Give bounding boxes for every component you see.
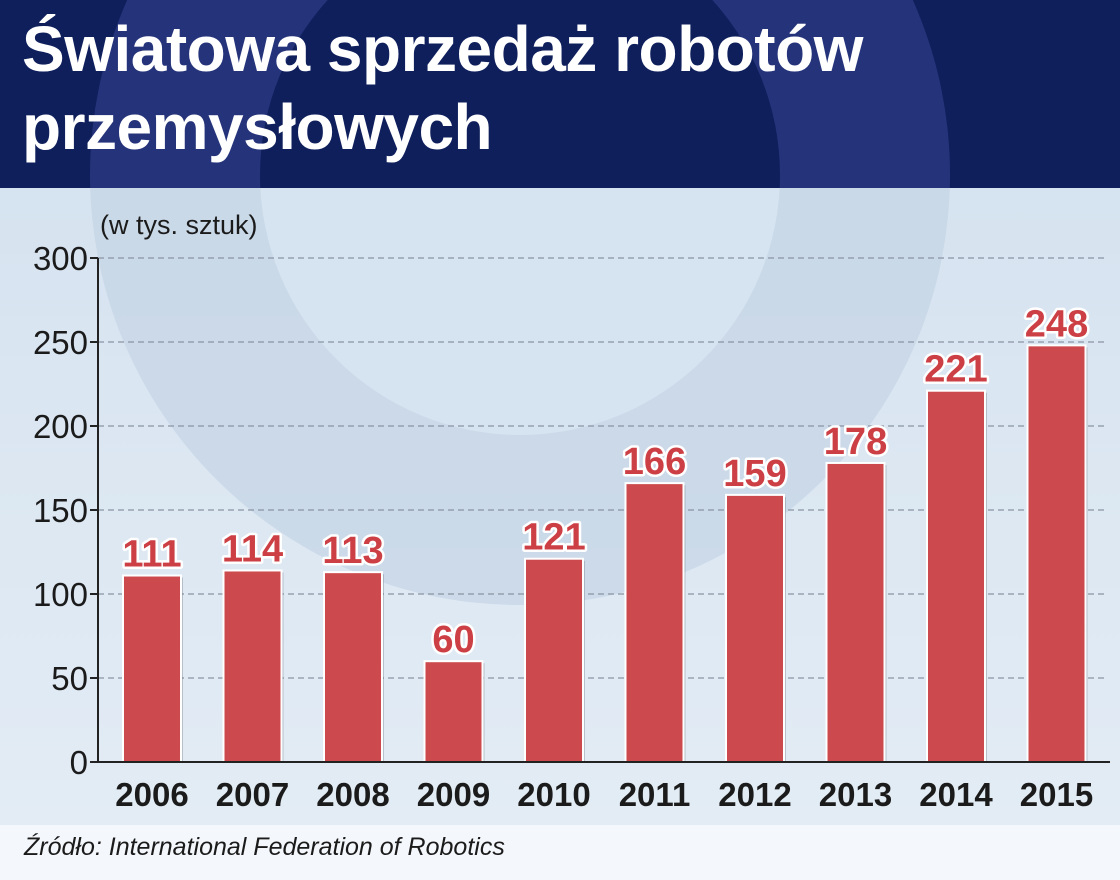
bar-value-label: 159 <box>723 453 786 495</box>
bar <box>122 574 182 764</box>
bar-value-label: 60 <box>432 619 474 661</box>
x-tick-label: 2012 <box>718 776 791 813</box>
y-tick-label: 200 <box>33 408 88 445</box>
bar-value-label: 166 <box>623 441 686 483</box>
x-tick-label: 2006 <box>115 776 188 813</box>
x-tick-label: 2007 <box>216 776 289 813</box>
x-tick-label: 2009 <box>417 776 490 813</box>
source-bar <box>0 825 1120 880</box>
y-tick-label: 0 <box>70 744 88 781</box>
bar <box>624 482 685 763</box>
source-note: Źródło: International Federation of Robo… <box>24 833 505 861</box>
page-title: Światowa sprzedaż robotów przemysłowych <box>22 10 863 166</box>
y-tick-label: 100 <box>33 576 88 613</box>
labels: 0 50 100 150 200 250 300 111 2006 114 2007 113 2008 6… <box>33 240 1093 813</box>
grid-lines <box>98 257 1105 679</box>
header: Światowa sprzedaż robotów przemysłowych <box>0 0 1120 188</box>
bar <box>524 557 584 763</box>
y-tick-label: 50 <box>51 660 88 697</box>
bar-value-label: 121 <box>522 517 585 559</box>
y-tick-label: 150 <box>33 492 88 529</box>
y-axis-unit-label: (w tys. sztuk) <box>100 210 258 240</box>
bar-value-label: 114 <box>222 528 283 570</box>
bars <box>122 344 1088 764</box>
x-tick-label: 2011 <box>619 776 691 813</box>
bar <box>926 389 986 763</box>
bar-value-label: 178 <box>824 421 887 463</box>
bar <box>725 493 785 763</box>
bar-value-label: 248 <box>1025 303 1088 345</box>
header-decoration <box>90 0 950 188</box>
bar-value-label: 113 <box>322 530 383 572</box>
title-line-1: Światowa sprzedaż robotów <box>22 13 863 85</box>
x-tick-label: 2015 <box>1020 776 1093 813</box>
x-tick-label: 2013 <box>819 776 892 813</box>
bar <box>323 571 383 763</box>
x-tick-label: 2010 <box>517 776 590 813</box>
bar <box>423 660 484 764</box>
x-tick-label: 2008 <box>316 776 389 813</box>
bar <box>1026 344 1087 763</box>
bar-value-label: 111 <box>122 534 181 576</box>
y-tick-label: 300 <box>33 240 88 277</box>
bar <box>825 461 886 763</box>
x-tick-label: 2014 <box>919 776 993 813</box>
bar <box>222 569 283 763</box>
bar-value-label: 221 <box>924 349 987 391</box>
axes <box>90 257 1110 763</box>
y-tick-label: 250 <box>33 324 88 361</box>
bar-chart: 0 50 100 150 200 250 300 111 2006 114 2007 113 2008 6… <box>33 240 1110 813</box>
title-line-2: przemysłowych <box>22 91 493 163</box>
